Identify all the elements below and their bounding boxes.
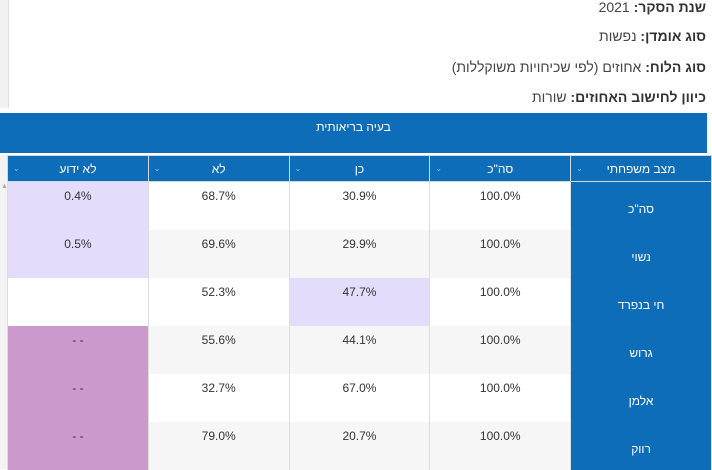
vertical-scrollbar[interactable]: ▲	[0, 155, 8, 469]
chevron-down-icon[interactable]: ⌄	[294, 164, 302, 173]
chevron-down-icon[interactable]: ⌄	[435, 164, 443, 173]
row-category: חי בנפרד	[570, 277, 712, 326]
table-row: - -79.0% 20.7% 100.0% רווק	[7, 421, 712, 470]
cell-unknown: - -	[7, 421, 149, 470]
cell-no: 69.6%	[147, 229, 290, 278]
column-header-total[interactable]: ⌄ סה"כ	[429, 155, 572, 182]
scroll-up-icon[interactable]: ▲	[1, 183, 8, 190]
row-category: סה"כ	[570, 181, 712, 230]
cell-no: 79.0%	[147, 421, 290, 470]
cell-total: 100.0%	[429, 229, 572, 278]
table-row: 0.4% 68.7% 30.9% 100.0% סה"כ	[7, 181, 712, 230]
cell-no: 52.3%	[147, 277, 290, 326]
cell-yes: 30.9%	[288, 181, 431, 230]
cell-total: 100.0%	[429, 181, 572, 230]
table-row: - -55.6% 44.1% 100.0% גרוש	[7, 325, 712, 374]
estimate-type: סוג אומדן: נפשות	[599, 28, 706, 44]
cell-total: 100.0%	[429, 373, 572, 422]
cell-yes: 20.7%	[288, 421, 431, 470]
cell-yes: 47.7%	[288, 277, 431, 326]
cell-unknown: - -	[7, 373, 149, 422]
results-table: ⌄ לא ידוע ⌄ לא ⌄ כן ⌄ סה"כ ⌄ מצב משפחתי 0.4% 6…	[7, 155, 712, 470]
table-row: 0.5% 69.6% 29.9% 100.0% נשוי	[7, 229, 712, 278]
cell-total: 100.0%	[429, 277, 572, 326]
table-type: סוג הלוח: אחוזים (לפי שכיחויות משוקללות)	[451, 59, 706, 75]
row-category: רווק	[570, 421, 712, 470]
side-panel-edge	[0, 0, 9, 108]
cell-total: 100.0%	[429, 421, 572, 470]
cell-no: 55.6%	[147, 325, 290, 374]
chevron-down-icon[interactable]: ⌄	[153, 164, 161, 173]
cell-no: 68.7%	[147, 181, 290, 230]
table-row: 52.3% 47.7% 100.0% חי בנפרד	[7, 277, 712, 326]
cell-unknown	[7, 277, 149, 326]
chevron-down-icon[interactable]: ⌄	[576, 164, 583, 173]
cell-yes: 29.9%	[288, 229, 431, 278]
column-header-unknown[interactable]: ⌄ לא ידוע	[7, 155, 149, 182]
row-category: גרוש	[570, 325, 712, 374]
cell-unknown: 0.5%	[7, 229, 149, 278]
chevron-down-icon[interactable]: ⌄	[13, 164, 20, 173]
column-header-marital-status[interactable]: ⌄ מצב משפחתי	[570, 155, 712, 182]
cell-total: 100.0%	[429, 325, 572, 374]
cell-unknown: 0.4%	[7, 181, 149, 230]
row-category: נשוי	[570, 229, 712, 278]
cell-no: 32.7%	[147, 373, 290, 422]
cell-yes: 67.0%	[288, 373, 431, 422]
cell-unknown: - -	[7, 325, 149, 374]
column-header-yes[interactable]: ⌄ כן	[288, 155, 431, 182]
table-row: - -32.7% 67.0% 100.0% אלמן	[7, 373, 712, 422]
column-header-no[interactable]: ⌄ לא	[147, 155, 290, 182]
cell-yes: 44.1%	[288, 325, 431, 374]
row-category: אלמן	[570, 373, 712, 422]
survey-year: שנת הסקר: 2021	[598, 0, 706, 15]
percent-direction: כיוון לחישוב האחוזים: שורות	[531, 89, 706, 105]
group-header: בעיה בריאותית	[0, 113, 707, 153]
